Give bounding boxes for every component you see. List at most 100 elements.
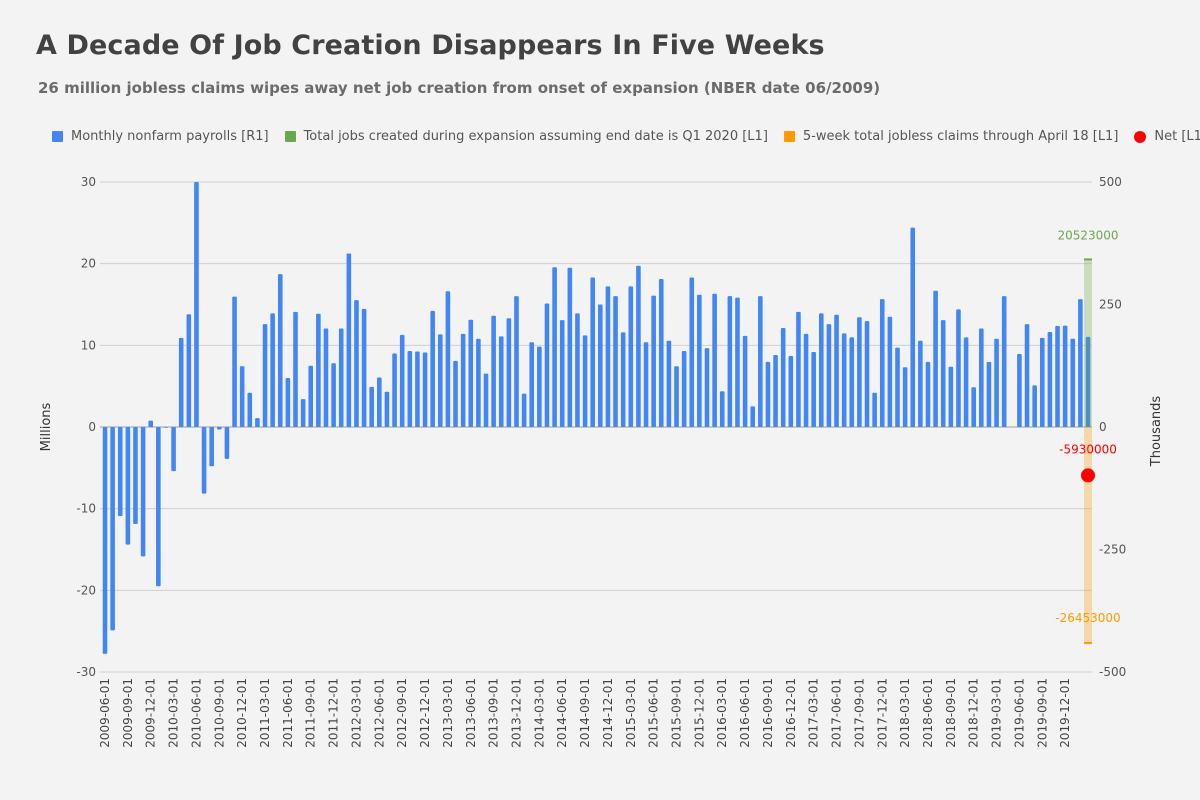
right-axis-title: Thousands	[1149, 396, 1164, 468]
payroll-bar	[125, 427, 131, 545]
jobless-claims-bar	[1084, 427, 1092, 644]
payroll-bar	[133, 427, 138, 525]
payroll-bar	[750, 406, 755, 427]
payroll-bar	[316, 313, 321, 427]
payroll-bar	[933, 290, 938, 427]
x-tick-label: 2018-09-01	[944, 678, 958, 748]
legend-item-jobless-claims[interactable]: 5-week total jobless claims through Apri…	[783, 129, 1119, 144]
legend-swatch-jobless-claims	[783, 131, 795, 142]
payroll-bar	[163, 427, 169, 428]
payroll-bar	[1070, 338, 1076, 427]
right-tick-label: -500	[1099, 665, 1126, 679]
payroll-bar	[361, 308, 367, 427]
legend-swatch-net	[1134, 130, 1147, 143]
payroll-bar	[971, 387, 976, 427]
payroll-bar	[979, 328, 984, 427]
left-tick-label: 10	[81, 338, 96, 352]
x-tick-label: 2012-12-01	[418, 678, 432, 748]
payroll-bar	[918, 340, 923, 427]
payroll-bar	[148, 420, 154, 427]
payroll-bar	[224, 427, 230, 459]
payroll-bar	[773, 354, 778, 427]
x-tick-label: 2013-12-01	[509, 678, 523, 748]
left-tick-label: -20	[76, 583, 96, 597]
x-tick-label: 2014-06-01	[555, 678, 569, 748]
left-tick-label: 20	[81, 257, 96, 271]
payroll-bar	[697, 294, 702, 427]
legend-item-total-jobs[interactable]: Total jobs created during expansion assu…	[284, 129, 768, 144]
payroll-bar	[1055, 326, 1060, 427]
payroll-bar	[521, 393, 527, 427]
payroll-bar	[620, 332, 626, 427]
jobless-claims-label: -26453000	[1055, 611, 1120, 625]
payroll-bar	[506, 318, 512, 427]
x-tick-label: 2019-09-01	[1035, 678, 1049, 748]
payroll-bar	[857, 317, 862, 427]
payroll-bar	[209, 427, 214, 467]
x-tick-label: 2017-03-01	[807, 678, 821, 748]
payroll-bar	[156, 427, 161, 587]
x-tick-label: 2013-09-01	[487, 678, 501, 748]
x-tick-label: 2016-03-01	[715, 678, 729, 748]
payroll-bar	[628, 286, 634, 427]
x-tick-label: 2011-12-01	[327, 678, 341, 748]
payroll-bar	[834, 314, 839, 427]
payroll-bar	[559, 320, 565, 427]
payroll-bar	[331, 363, 336, 427]
legend-label-payrolls: Monthly nonfarm payrolls [R1]	[71, 129, 269, 144]
x-tick-label: 2014-09-01	[578, 678, 592, 748]
net-dot	[1081, 468, 1095, 483]
payroll-bar	[422, 352, 428, 427]
payroll-bar	[232, 296, 237, 427]
legend-item-payrolls[interactable]: Monthly nonfarm payrolls [R1]	[52, 129, 269, 144]
payroll-bar	[658, 279, 664, 427]
payroll-bar	[849, 337, 855, 427]
payroll-bar	[1039, 337, 1045, 427]
payroll-bar	[117, 427, 123, 517]
payroll-bar	[430, 310, 435, 427]
payroll-bar	[1032, 385, 1037, 427]
x-tick-label: 2016-12-01	[784, 678, 798, 748]
payroll-bar	[217, 427, 222, 430]
legend-label-jobless-claims: 5-week total jobless claims through Apri…	[802, 129, 1119, 144]
legend-item-net[interactable]: Net [L1]	[1134, 129, 1200, 144]
payroll-bar	[171, 427, 176, 472]
payroll-bar	[811, 352, 816, 427]
payroll-bar	[1024, 324, 1030, 427]
legend-label-net: Net [L1]	[1154, 129, 1200, 144]
x-tick-label: 2017-12-01	[875, 678, 889, 748]
chart-subtitle: 26 million jobless claims wipes away net…	[38, 79, 881, 97]
payroll-bar	[788, 355, 794, 427]
payroll-bar	[758, 296, 763, 427]
x-tick-label: 2012-06-01	[372, 678, 386, 748]
x-tick-label: 2018-06-01	[921, 678, 935, 748]
payroll-bar	[613, 296, 618, 427]
payroll-bar	[742, 335, 748, 427]
x-tick-label: 2017-09-01	[852, 678, 866, 748]
x-tick-label: 2010-09-01	[212, 678, 226, 748]
payroll-bar	[247, 392, 253, 427]
payroll-bar	[186, 314, 192, 427]
payroll-bar	[1062, 325, 1068, 427]
payroll-bar	[872, 392, 877, 427]
x-tick-label: 2015-03-01	[624, 678, 638, 748]
payroll-bar	[910, 227, 916, 427]
payroll-bar	[735, 297, 740, 427]
x-tick-label: 2013-03-01	[441, 678, 455, 748]
x-tick-label: 2019-12-01	[1058, 678, 1072, 748]
payroll-bar	[575, 313, 580, 427]
legend: Monthly nonfarm payrolls [R1] Total jobs…	[52, 129, 1200, 144]
x-tick-label: 2011-06-01	[281, 678, 295, 748]
payroll-bar	[864, 321, 870, 427]
x-tick-label: 2010-12-01	[235, 678, 249, 748]
x-tick-label: 2015-09-01	[670, 678, 684, 748]
payroll-bar	[895, 347, 900, 427]
payroll-bar	[963, 337, 969, 427]
payroll-bar	[902, 367, 908, 427]
x-tick-label: 2018-03-01	[898, 678, 912, 748]
total-jobs-label: 20523000	[1057, 228, 1118, 242]
payroll-bar	[407, 351, 413, 427]
payroll-bar	[300, 399, 306, 427]
payroll-bar	[201, 427, 207, 494]
payroll-bar	[354, 300, 359, 427]
